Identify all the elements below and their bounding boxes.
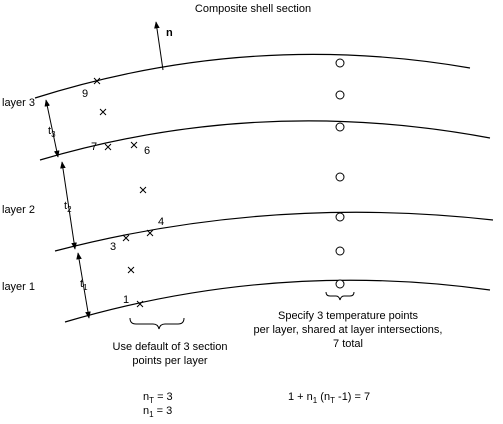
point-label: 1 — [123, 294, 129, 306]
surface — [54, 211, 494, 252]
formula: 1 + n1 (nT -1) = 7 — [288, 391, 370, 405]
thickness-arrow — [76, 252, 91, 319]
thickness-base: t — [48, 125, 51, 137]
formula: n1 = 3 — [143, 405, 172, 419]
formula: nT = 3 — [143, 391, 173, 405]
formula-part: = 3 — [154, 405, 173, 417]
formula-part: 1 + n — [288, 391, 313, 403]
thickness-arrow — [44, 99, 60, 158]
thickness-base: t — [80, 278, 83, 290]
note: Use default of 3 section — [113, 341, 228, 353]
brace — [129, 317, 185, 330]
formula-sub: 1 — [313, 396, 318, 405]
point-label: 4 — [158, 216, 164, 228]
section-points — [93, 77, 154, 308]
layer-label: layer 3 — [2, 97, 35, 109]
formula-sub: T — [330, 396, 335, 405]
normal-arrow — [154, 21, 164, 71]
layer-label: layer 2 — [2, 204, 35, 216]
surface — [64, 279, 491, 323]
title: Composite shell section — [195, 3, 311, 15]
formula-part: = 3 — [154, 391, 173, 403]
formula-part: n — [143, 391, 149, 403]
normal-label: n — [166, 27, 173, 39]
thickness-label: t1 — [80, 278, 88, 292]
point-label: 9 — [82, 88, 88, 100]
point-label: 7 — [91, 141, 97, 153]
thickness-base: t — [64, 200, 67, 212]
surface — [34, 53, 471, 99]
note: Specify 3 temperature points — [278, 310, 419, 322]
thickness-sub: 3 — [51, 130, 56, 139]
temperature-points — [335, 58, 345, 289]
note: 7 total — [333, 338, 363, 350]
formula-sub: T — [149, 396, 154, 405]
surface — [39, 120, 491, 161]
note: points per layer — [132, 355, 208, 367]
formula-sub: 1 — [149, 410, 154, 419]
thickness-sub: 2 — [67, 205, 72, 214]
formula-part: -1) = 7 — [335, 391, 370, 403]
layer-label: layer 1 — [2, 281, 35, 293]
brace — [325, 291, 355, 301]
point-label: 3 — [110, 241, 116, 253]
note: per layer, shared at layer intersections… — [254, 324, 443, 336]
thickness-sub: 1 — [83, 283, 88, 292]
thickness-label: t2 — [64, 200, 72, 214]
thickness-label: t3 — [48, 125, 56, 139]
formula-part: (n — [317, 391, 330, 403]
point-label: 6 — [144, 145, 150, 157]
formula-part: n — [143, 405, 149, 417]
thickness-arrow — [60, 161, 77, 250]
